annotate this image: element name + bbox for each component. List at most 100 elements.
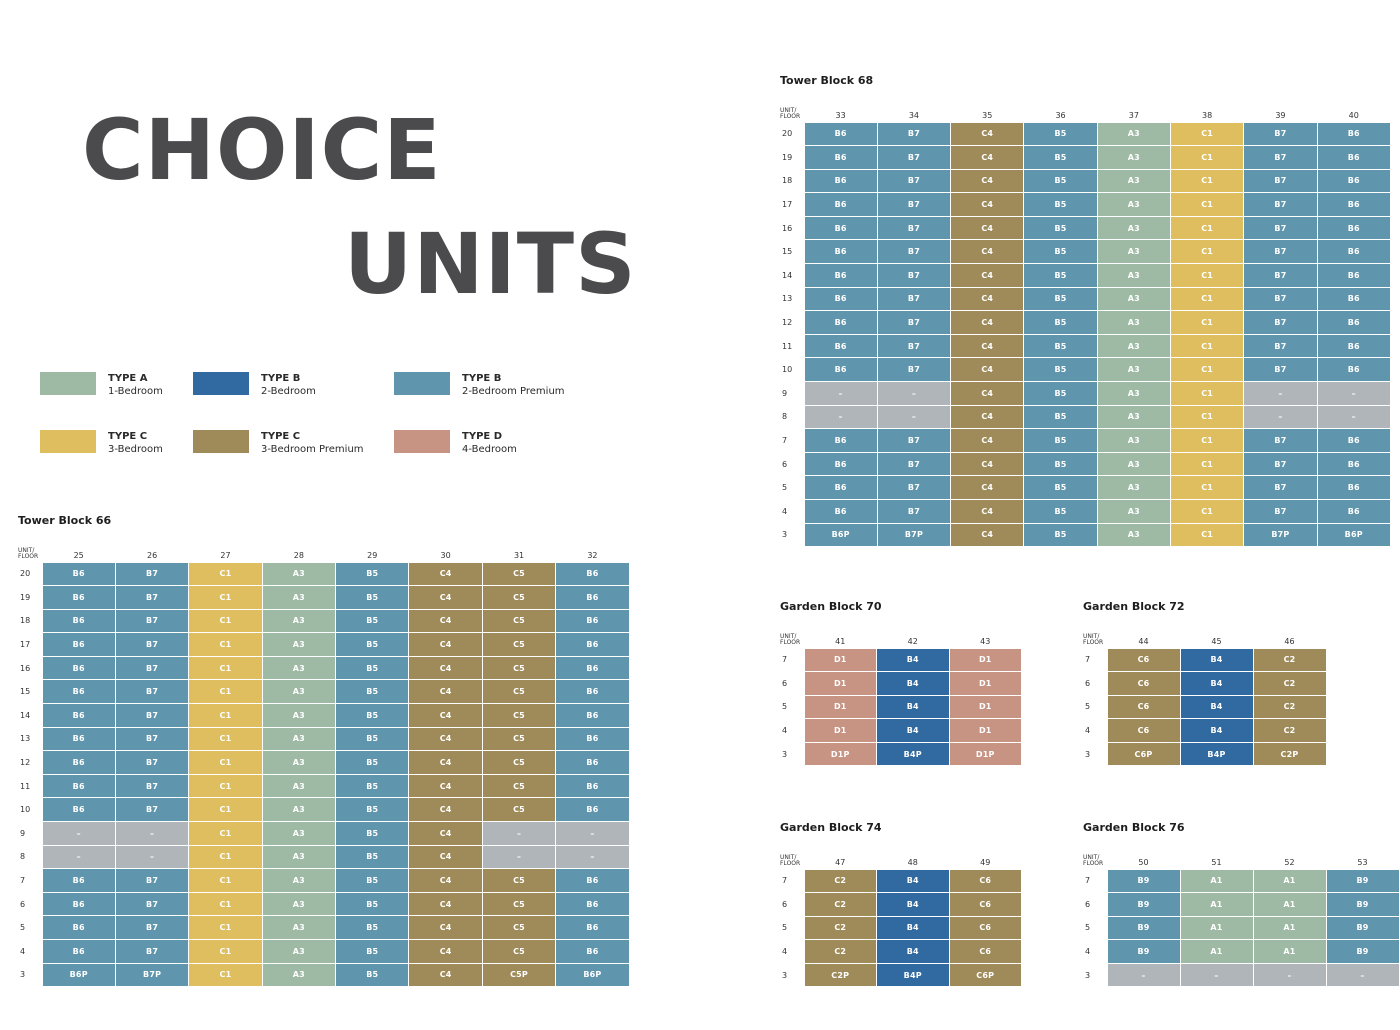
floor-number: 3: [20, 970, 26, 980]
unit-cell: C1: [1169, 121, 1245, 147]
legend-name: TYPE C: [261, 431, 301, 442]
floor-number: 5: [782, 702, 788, 712]
floor-row: 7 C2 B4 C6: [780, 868, 1022, 894]
floor-row: 10 B6 B7 C1 A3 B5 C4 C5 B6: [18, 797, 630, 823]
unit-cell: C4: [408, 868, 483, 893]
floor-number: 9: [782, 388, 788, 398]
unit-cell: B5: [335, 891, 410, 917]
floor-number: 11: [782, 341, 793, 351]
floor-row: 6 B6 B7 C1 A3 B5 C4 C5 B6: [18, 891, 630, 917]
unit-cell: B6: [803, 121, 878, 147]
unit-cell: C4: [950, 192, 1025, 217]
unit-cell: C5: [481, 561, 557, 587]
unit-cell: B6: [1316, 145, 1391, 170]
unit-number-header: 27: [220, 550, 231, 560]
floor-row: 3 D1P B4P D1P: [780, 741, 1022, 767]
unit-cell: A3: [261, 561, 337, 587]
unit-cell: A3: [261, 726, 337, 752]
floor-number: 15: [20, 687, 31, 697]
unit-cell: B7: [114, 561, 190, 587]
unit-cell: C4: [950, 145, 1025, 170]
floor-row: 12 B6 B7 C1 A3 B5 C4 C5 B6: [18, 750, 630, 775]
unit-cell: B7: [1243, 145, 1318, 170]
unit-cell: A1: [1179, 915, 1254, 941]
unit-cell: B5: [335, 655, 410, 681]
unit-cell: C4: [950, 121, 1025, 147]
unit-number-header: 39: [1275, 110, 1286, 120]
unit-cell: C1: [1169, 168, 1245, 194]
unit-cell: B5: [1023, 428, 1098, 453]
unit-cell: B6: [1316, 357, 1391, 383]
unit-cell: B5: [1023, 239, 1098, 265]
unit-number-header: 37: [1128, 110, 1139, 120]
unit-floor-corner-label: UNIT/ FLOOR: [18, 547, 39, 560]
unit-cell: A3: [1096, 310, 1171, 335]
unit-cell: C6: [1106, 718, 1181, 743]
unit-number-header: 51: [1211, 857, 1222, 867]
unit-cell: C1: [188, 655, 263, 681]
unit-cell: B6: [1316, 286, 1391, 312]
unit-cell: A3: [1096, 522, 1171, 548]
floor-row: 11 B6 B7 C4 B5 A3 C1 B7 B6: [780, 333, 1391, 359]
unit-cell: B7: [1243, 499, 1318, 524]
unit-number-header: 29: [367, 550, 378, 560]
unit-cell: C5: [481, 939, 557, 964]
unit-cell: B5: [1023, 357, 1098, 383]
unit-cell: A3: [1096, 192, 1171, 217]
unit-cell: B6: [41, 939, 116, 964]
unit-cell: B4: [1179, 647, 1254, 673]
unit-cell: C4: [408, 891, 483, 917]
unit-floor-corner-label: UNIT/ FLOOR: [1083, 854, 1104, 867]
unit-cell: A1: [1252, 892, 1327, 917]
unit-cell: C6: [1106, 647, 1181, 673]
legend-swatch: [40, 372, 96, 395]
unit-cell: C6: [948, 868, 1022, 894]
unit-cell: C4: [950, 475, 1025, 500]
unit-number-header: 30: [440, 550, 451, 560]
unit-cell: B6: [803, 239, 878, 265]
unit-cell: B9: [1325, 915, 1400, 941]
floor-row: 9– – C4 B5 A3 C1– –: [780, 381, 1391, 406]
garden-block-72: Garden Block 72 UNIT/ FLOOR 44 45 46 7 C6 B4 C2 6…: [1083, 600, 1327, 767]
floor-number: 10: [782, 365, 793, 375]
unit-cell: A3: [1096, 475, 1171, 500]
unit-cell: C1: [1169, 145, 1245, 170]
unit-cell: B6: [555, 891, 630, 917]
unit-cell: B6: [1316, 215, 1391, 241]
legend-desc: 2-Bedroom: [261, 386, 316, 397]
unit-cell: B5: [335, 915, 410, 940]
unit-cell: –: [1252, 962, 1327, 988]
unit-cell: C5: [481, 868, 557, 893]
unit-cell: C5: [481, 750, 557, 775]
floor-row: 17 B6 B7 C1 A3 B5 C4 C5 B6: [18, 632, 630, 657]
floor-number: 4: [782, 947, 788, 957]
unit-cell: C4: [408, 844, 483, 870]
legend-desc: 2-Bedroom Premium: [462, 386, 565, 397]
legend-item-type-c-premium: TYPE C 3-Bedroom Premium: [193, 430, 364, 456]
unit-cell: B5: [335, 679, 410, 705]
tower-block-66: Tower Block 66 UNIT/ FLOOR 25 26 27 28 29 30 31 3…: [18, 514, 630, 988]
unit-cell: C4: [408, 655, 483, 681]
unit-cell: B5: [335, 939, 410, 964]
unit-cell: B6: [803, 451, 878, 477]
unit-cell: B6: [555, 608, 630, 634]
unit-cell: B5: [335, 773, 410, 799]
legend-desc: 3-Bedroom Premium: [261, 444, 364, 455]
unit-cell: A3: [1096, 333, 1171, 359]
legend-name: TYPE B: [261, 373, 301, 384]
floor-row: 15 B6 B7 C4 B5 A3 C1 B7 B6: [780, 239, 1391, 265]
unit-cell: C4: [950, 310, 1025, 335]
unit-cell: B7: [876, 286, 952, 312]
floor-row: 3 B6P B7P C1 A3 B5 C4 C5P B6P: [18, 962, 630, 988]
unit-cell: B5: [1023, 451, 1098, 477]
unit-cell: A3: [261, 703, 337, 728]
unit-cell: C4: [408, 703, 483, 728]
unit-cell: B4P: [876, 741, 950, 767]
unit-cell: B7: [876, 451, 952, 477]
floor-row: 6 B6 B7 C4 B5 A3 C1 B7 B6: [780, 451, 1391, 477]
unit-cell: B5: [1023, 475, 1098, 500]
floor-number: 4: [782, 726, 788, 736]
unit-cell: A3: [261, 773, 337, 799]
unit-cell: D1: [948, 671, 1022, 696]
unit-number-header: 25: [73, 550, 84, 560]
